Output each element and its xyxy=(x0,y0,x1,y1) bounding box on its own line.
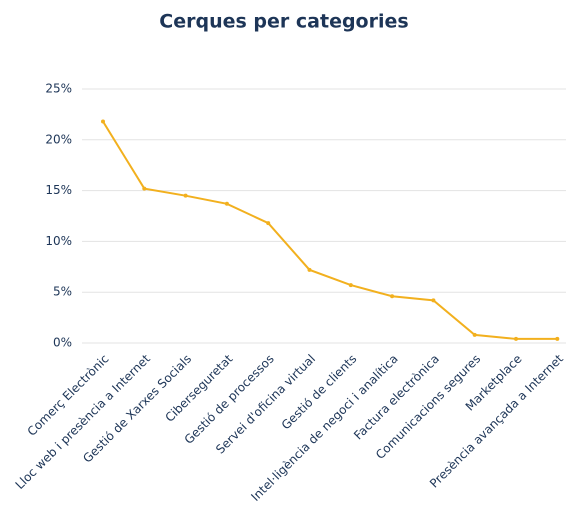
point xyxy=(472,332,477,337)
point xyxy=(183,193,188,198)
point xyxy=(514,336,518,341)
y-tick-label: 25% xyxy=(45,82,72,96)
x-tick-label: Gestió de clients xyxy=(279,352,360,433)
line xyxy=(102,120,558,340)
point xyxy=(224,201,229,206)
point xyxy=(142,186,147,191)
point xyxy=(348,283,353,288)
point xyxy=(101,119,105,124)
point xyxy=(307,267,312,272)
y-tick-label: 10% xyxy=(45,234,72,248)
y-tick-label: 15% xyxy=(45,183,72,197)
y-tick-label: 5% xyxy=(53,285,72,299)
point xyxy=(555,336,560,341)
x-tick-label: Intel·ligència de negoci i analítica xyxy=(248,352,400,504)
chart-title: Cerques per categories xyxy=(159,11,408,33)
point xyxy=(431,298,436,303)
point xyxy=(266,221,271,226)
y-tick-label: 20% xyxy=(45,132,72,146)
point xyxy=(390,294,395,299)
y-tick-label: 0% xyxy=(53,336,72,350)
